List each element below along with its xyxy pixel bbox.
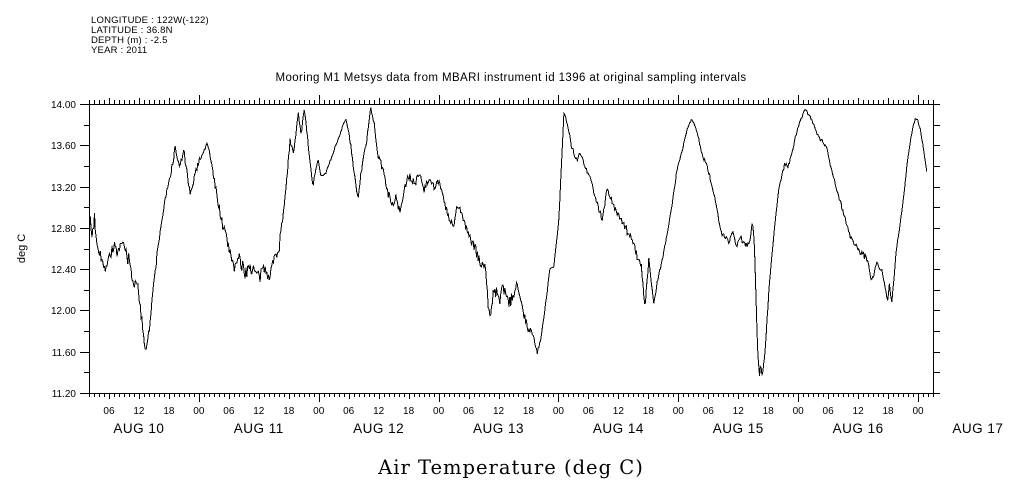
meta-latitude: LATITUDE : 36.8N	[91, 25, 173, 36]
x-hour-label: 18	[643, 406, 655, 417]
x-hour-label: 00	[193, 406, 205, 417]
y-tick-label: 14.00	[51, 100, 76, 111]
x-day-label: AUG 12	[353, 421, 404, 436]
x-hour-label: 00	[912, 406, 924, 417]
x-hour-label: 00	[313, 406, 325, 417]
x-day-label: AUG 11	[234, 421, 284, 436]
x-hour-label: 00	[433, 406, 445, 417]
y-axis-label: deg C	[16, 234, 28, 263]
x-hour-label: 00	[673, 406, 685, 417]
metadata-block: LONGITUDE : 122W(-122) LATITUDE : 36.8N …	[91, 15, 209, 56]
x-hour-label: 06	[823, 406, 835, 417]
x-day-label: AUG 13	[473, 421, 524, 436]
x-hour-label: 06	[703, 406, 715, 417]
x-day-label: AUG 15	[713, 421, 764, 436]
plot-title: Mooring M1 Metsys data from MBARI instru…	[275, 72, 746, 84]
temperature-curve	[89, 107, 928, 377]
x-hour-label: 12	[493, 406, 505, 417]
day-labels: AUG 10 AUG 11 AUG 12 AUG 13 AUG 14 AUG 15 AUG …	[113, 421, 1003, 436]
y-tick-label: 13.20	[51, 183, 76, 194]
x-hour-label: 18	[163, 406, 175, 417]
y-tick-label: 12.00	[51, 306, 76, 317]
x-hour-label: 00	[793, 406, 805, 417]
x-hour-label: 12	[733, 406, 745, 417]
plot-frame	[89, 104, 934, 394]
x-day-label: AUG 10	[113, 421, 164, 436]
y-tick-label: 12.40	[51, 265, 76, 276]
x-hour-label: 18	[283, 406, 295, 417]
x-hour-label: 00	[553, 406, 565, 417]
meta-depth: DEPTH (m) : -2.5	[91, 35, 168, 46]
y-tick-label: 11.60	[52, 348, 77, 359]
x-hour-label: 12	[853, 406, 865, 417]
y-tick-label: 13.60	[51, 141, 76, 152]
x-day-label: AUG 16	[833, 421, 884, 436]
x-hour-label: 18	[882, 406, 894, 417]
x-hour-label: 18	[403, 406, 415, 417]
meta-year: YEAR : 2011	[91, 45, 147, 56]
y-tick-label: 11.20	[52, 389, 77, 400]
plot-border	[89, 104, 934, 394]
x-hour-label: 06	[343, 406, 355, 417]
x-day-label: AUG 14	[593, 421, 644, 436]
x-hour-label: 12	[613, 406, 625, 417]
air-temperature-line	[89, 107, 928, 377]
x-hour-label: 18	[523, 406, 535, 417]
x-tick-labels: 06 12 18 00 06 12 18 00 06 12 18 00 06 12 18 00 06 12 18 00…	[103, 406, 924, 417]
x-hour-label: 12	[253, 406, 265, 417]
x-day-label: AUG 17	[952, 421, 1003, 436]
y-tick-label: 12.80	[51, 224, 76, 235]
axis-ticks	[80, 95, 940, 402]
x-hour-label: 06	[463, 406, 475, 417]
y-tick-labels: 11.20 11.60 12.00 12.40 12.80 13.20 13.60 14.00	[51, 100, 76, 400]
x-hour-label: 06	[223, 406, 235, 417]
x-hour-label: 06	[103, 406, 115, 417]
x-hour-label: 18	[763, 406, 775, 417]
x-hour-label: 06	[583, 406, 595, 417]
x-hour-label: 12	[373, 406, 385, 417]
x-hour-label: 12	[133, 406, 145, 417]
x-axis-title: Air Temperature (deg C)	[377, 456, 644, 479]
meta-longitude: LONGITUDE : 122W(-122)	[91, 15, 209, 26]
